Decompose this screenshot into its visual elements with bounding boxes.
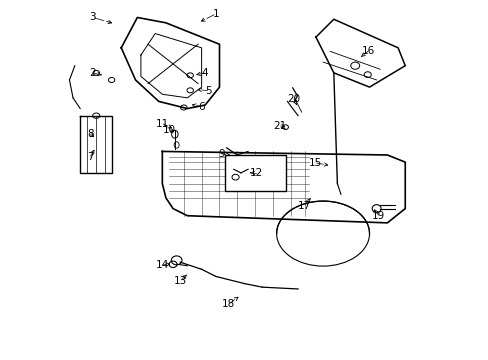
Text: 20: 20: [286, 94, 300, 104]
Text: 8: 8: [87, 129, 93, 139]
Bar: [224, 155, 285, 191]
Text: 3: 3: [89, 13, 96, 22]
Text: 11: 11: [155, 118, 169, 129]
Text: 7: 7: [87, 152, 93, 162]
Text: 6: 6: [198, 102, 204, 112]
Text: 17: 17: [297, 201, 310, 211]
Text: 4: 4: [202, 68, 208, 78]
Text: 15: 15: [308, 158, 321, 168]
Text: 2: 2: [89, 68, 96, 78]
Text: 21: 21: [273, 121, 286, 131]
Text: 10: 10: [163, 125, 176, 135]
Text: 18: 18: [222, 299, 235, 309]
Text: 1: 1: [212, 9, 219, 19]
Text: 19: 19: [371, 211, 385, 221]
Text: 9: 9: [218, 149, 224, 159]
Text: 12: 12: [249, 168, 263, 178]
Text: 16: 16: [362, 46, 375, 56]
Text: 13: 13: [173, 276, 186, 286]
Text: 14: 14: [155, 260, 169, 270]
Text: 5: 5: [205, 86, 212, 96]
